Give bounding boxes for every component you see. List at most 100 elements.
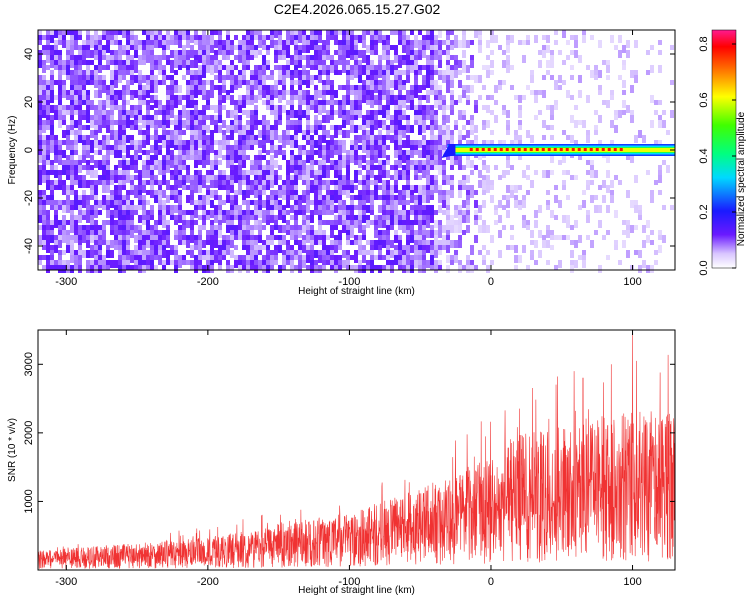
spectrogram-cell [226,185,230,190]
spectrogram-cell [362,190,366,195]
spectrogram-cell [114,145,118,153]
spectrogram-cell [322,85,326,90]
spectrogram-cell [310,180,314,188]
signal-peak [613,148,617,151]
spectrogram-cell [318,210,322,218]
spectrogram-cell [314,260,318,268]
spectrogram-cell [158,135,162,143]
spectrogram-cell [294,265,298,270]
spectrogram-cell [126,145,130,150]
spectrogram-cell [450,175,454,180]
spectrogram-cell [422,195,426,203]
spectrogram-cell [606,185,610,193]
spectrogram-cell [166,135,170,143]
spectrogram-cell [466,255,470,260]
spectrogram-cell [562,80,566,85]
spectrogram-cell [466,95,470,103]
spectrogram-cell [334,190,338,198]
spectrogram-cell [70,150,74,158]
spectrogram-cell [222,140,226,148]
spectrogram-cell [98,35,102,43]
spectrogram-cell [454,120,458,128]
spectrogram-cell [274,175,278,183]
spectrogram-cell [446,65,450,70]
spectrogram-cell [182,185,186,190]
spectrogram-cell [286,220,290,225]
spectrogram-cell [610,180,614,188]
spectrogram-cell [298,245,302,250]
spectrogram-cell [238,220,242,225]
spectrogram-cell [50,145,54,153]
spectrogram-cell [110,50,114,55]
spectrogram-cell [330,230,334,238]
spectrogram-cell [314,240,318,245]
spectrogram-cell [194,35,198,40]
spectrogram-cell [150,225,154,233]
spectrogram-cell [306,200,310,208]
spectrogram-cell [394,125,398,130]
spectrogram-cell [142,45,146,50]
spectrogram-cell [390,135,394,143]
spectrogram-cell [382,70,386,78]
spectrogram-cell [238,180,242,188]
spectrogram-cell [514,245,518,253]
spectrogram-cell [326,90,330,95]
spectrogram-cell [70,130,74,135]
spectrogram-cell [130,40,134,45]
spectrogram-cell [426,150,430,155]
spectrogram-cell [514,185,518,193]
spectrogram-cell [242,100,246,108]
spectrogram-cell [446,240,450,245]
spectrogram-cell [526,40,530,45]
spectrogram-cell [250,200,254,205]
spectrogram-cell [430,250,434,258]
spectrogram-cell [50,165,54,173]
spectrogram-cell [666,165,670,173]
spectrogram-cell [254,105,258,110]
spectrogram-cell [438,225,442,233]
spectrogram-cell [142,135,146,140]
spectrogram-cell [74,260,78,268]
spectrogram-cell [318,240,322,245]
spectrogram-cell [422,225,426,233]
spectrogram-cell [38,255,42,263]
spectrogram-cell [350,225,354,230]
spectrogram-cell [38,200,42,205]
spectrogram-cell [338,145,342,150]
spectrogram-cell [570,95,574,100]
spectrogram-cell [114,130,118,138]
spectrogram-cell [410,205,414,213]
spectrogram-cell [346,185,350,190]
spectrogram-cell [202,110,206,115]
spectrogram-cell [58,110,62,118]
spectrogram-cell [102,200,106,205]
spectrogram-cell [38,120,42,128]
spectrogram-cell [262,125,266,133]
spectrogram-cell [346,85,350,93]
spectrogram-cell [238,100,242,105]
spectrogram-cell [198,45,202,50]
spectrogram-cell [314,195,318,203]
spectrogram-cell [198,235,202,240]
spectrogram-cell [66,195,70,203]
spectrogram-cell [190,175,194,180]
spectrogram-cell [178,215,182,223]
spectrogram-cell [210,235,214,240]
spectrogram-cell [438,250,442,255]
spectrogram-cell [46,125,50,130]
spectrogram-cell [318,255,322,263]
spectrogram-cell [390,165,394,170]
spectrogram-cell [130,200,134,205]
spectrogram-cell [506,245,510,250]
spectrogram-cell [222,250,226,255]
signal-peak [601,148,605,151]
spectrogram-cell [190,260,194,268]
spectrogram-cell [402,210,406,218]
spectrogram-cell [394,75,398,83]
spectrogram-cell [542,35,546,40]
spectrogram-cell [82,165,86,170]
spectrogram-cell [58,170,62,175]
spectrogram-cell [378,70,382,78]
spectrogram-cell [170,85,174,93]
spectrogram-cell [506,35,510,43]
